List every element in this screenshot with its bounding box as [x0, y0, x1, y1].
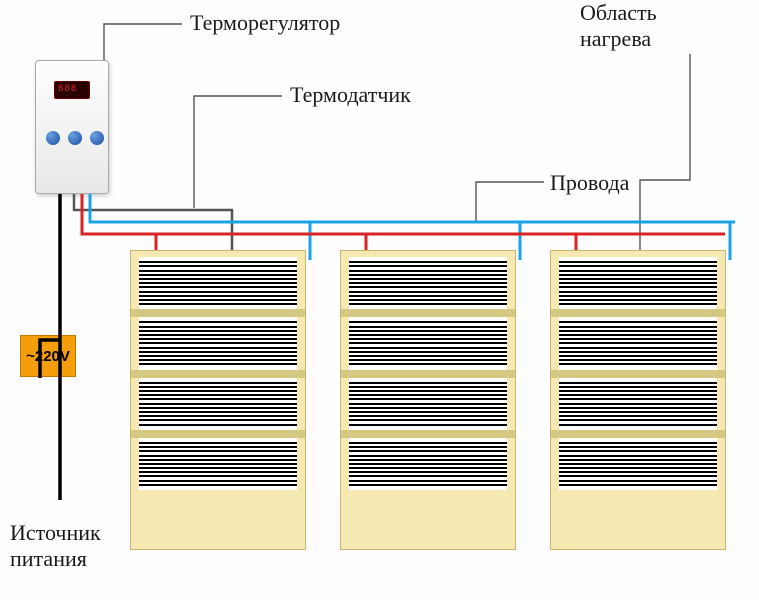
thermostat-display — [54, 81, 90, 99]
pointer-wires — [476, 182, 544, 222]
voltage-text: ~220V — [26, 348, 70, 365]
heating-panel-section — [139, 438, 297, 490]
thermostat-device — [35, 60, 109, 194]
pointer-sensor — [194, 96, 282, 208]
thermostat-button — [90, 131, 104, 145]
heating-panel-section — [559, 438, 717, 490]
heating-panel-section — [349, 438, 507, 490]
power-supply-box: ~220V — [20, 335, 76, 377]
thermostat-button — [68, 131, 82, 145]
heating-zone-label: Область нагрева — [580, 0, 657, 52]
heating-panel — [130, 250, 306, 550]
thermostat-label: Терморегулятор — [190, 10, 340, 36]
thermostat-button — [46, 131, 60, 145]
power-source-label: Источник питания — [10, 520, 101, 572]
heating-panel-section — [139, 257, 297, 309]
pointer-heating-zone — [640, 54, 690, 250]
thermostat-buttons — [46, 131, 104, 145]
heating-panel-section — [559, 317, 717, 369]
heating-panel-section — [139, 317, 297, 369]
heating-panel-section — [349, 317, 507, 369]
heating-panel — [550, 250, 726, 550]
pointer-thermostat — [104, 24, 182, 60]
heating-panel-section — [559, 378, 717, 430]
heating-panel-section — [559, 257, 717, 309]
heating-panel-section — [349, 378, 507, 430]
wires-label: Провода — [550, 170, 629, 196]
sensor-label: Термодатчик — [290, 82, 411, 108]
heating-panel — [340, 250, 516, 550]
heating-panel-section — [139, 378, 297, 430]
heating-panel-section — [349, 257, 507, 309]
